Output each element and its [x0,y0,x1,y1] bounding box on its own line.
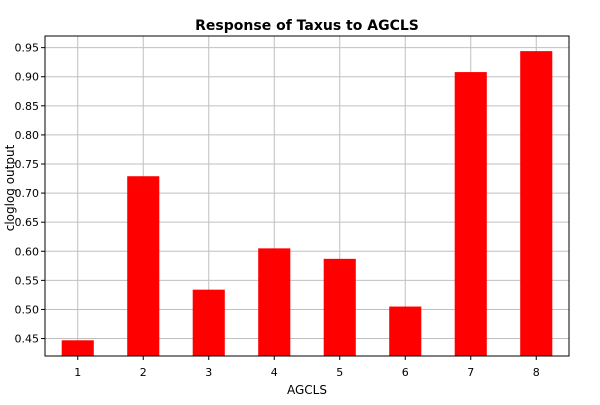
y-tick-label: 0.70 [15,187,40,200]
bar-6 [389,306,422,356]
x-tick-label: 4 [271,366,278,379]
bar-7 [454,72,487,356]
y-tick-label: 0.50 [15,303,40,316]
bar-5 [323,258,356,356]
x-tick-label: 7 [467,366,474,379]
plot-background [45,36,569,356]
chart-title: Response of Taxus to AGCLS [195,18,419,34]
x-tick-label: 2 [140,366,147,379]
x-axis-label: AGCLS [287,383,327,397]
bar-3 [192,289,225,356]
bar-8 [520,51,553,357]
plot-area: 0.45 0.50 0.55 0.60 0.65 0.70 0.75 0.80 0.85 0.90… [15,35,570,379]
x-tick-label: 8 [533,366,540,379]
bar-1 [61,340,94,356]
y-axis-label: cloglog output [3,144,17,231]
bar-2 [127,176,160,356]
bar-4 [258,248,291,356]
y-tick-label: 0.85 [15,100,40,113]
y-tick-label: 0.80 [15,129,40,142]
x-tick-label: 1 [74,366,81,379]
x-tick-label: 5 [336,366,343,379]
plot-frame [44,35,570,357]
y-tick-label: 0.75 [15,158,40,171]
y-tick-label: 0.65 [15,216,40,229]
x-tick-label: 6 [402,366,409,379]
x-tick-label: 3 [205,366,212,379]
y-tick-label: 0.90 [15,71,40,84]
y-tick-label: 0.95 [15,42,40,55]
y-tick-label: 0.45 [15,333,40,346]
y-tick-label: 0.55 [15,274,40,287]
y-tick-label: 0.60 [15,245,40,258]
